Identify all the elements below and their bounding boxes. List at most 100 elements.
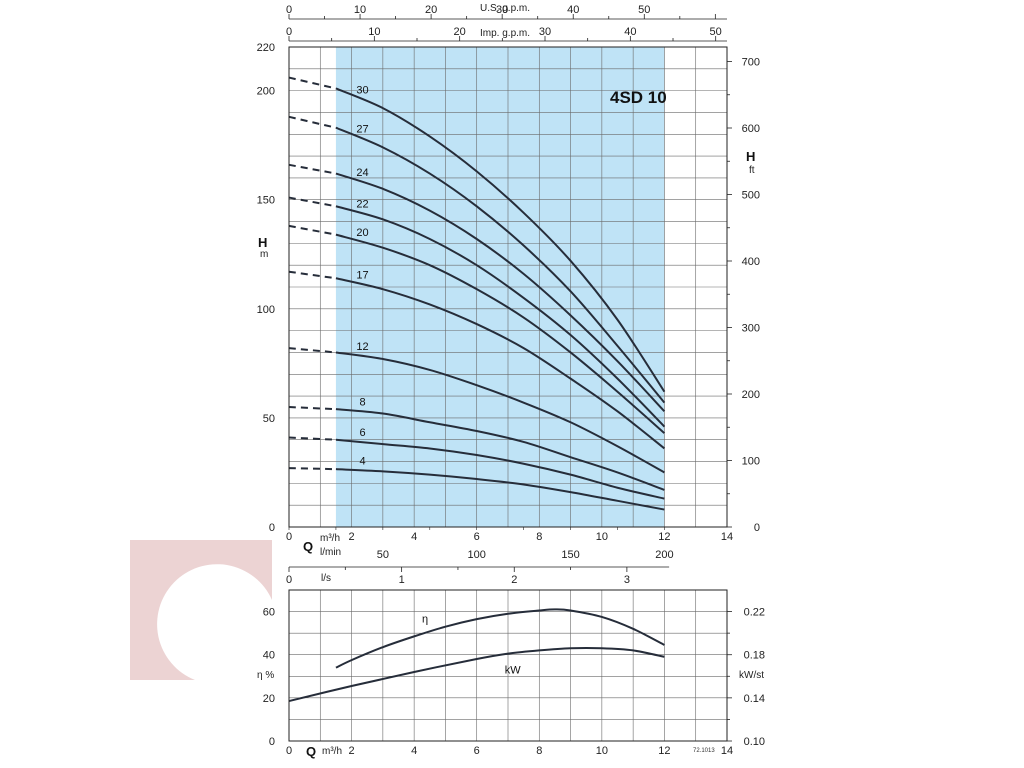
h-axis-unit-right: ft	[749, 165, 755, 176]
power-curve	[288, 646, 665, 703]
impgpm-tick-label: 40	[624, 26, 636, 38]
curve-label-27: 27	[356, 124, 368, 136]
h-axis-symbol-right: H	[746, 149, 755, 164]
impgpm-tick-label: 50	[710, 26, 722, 38]
efficiency-chart-grid	[289, 590, 727, 741]
q-axis-unit-bottom: m³/h	[322, 746, 342, 757]
ls-tick-label: 1	[399, 574, 405, 586]
kwst-tick-label: 0.18	[744, 650, 765, 662]
h-m-tick-label: 200	[257, 86, 275, 98]
q-tick-label: 6	[474, 531, 480, 543]
curve-label-4: 4	[359, 455, 365, 467]
power-curve-label: kW	[505, 665, 522, 677]
head-chart-panel: 0 2 4 6 8 10 12 1405010015020022001002003004005…	[257, 3, 760, 586]
impgpm-tick-label: 30	[539, 26, 551, 38]
efficiency-curve-labels: η kW	[422, 613, 521, 676]
efficiency-chart-panel: 0 2 4 6 8 10 12 14 0 20 40 60 0.10 0.14 0.18 0.22 η kW η…	[257, 589, 765, 759]
h-ft-tick-label: 600	[742, 123, 760, 135]
curve-label-17: 17	[356, 269, 368, 281]
eta-tick-label: 20	[263, 693, 275, 705]
kwst-axis-label: kW/st	[739, 670, 764, 681]
efficiency-chart-frame	[288, 589, 728, 742]
h-m-tick-label: 0	[269, 522, 275, 534]
q-tick-label: 14	[721, 531, 733, 543]
efficiency-curve	[335, 608, 665, 669]
h-m-tick-label: 50	[263, 413, 275, 425]
h-m-tick-label: 150	[257, 195, 275, 207]
impgpm-tick-label: 0	[286, 26, 292, 38]
curve-label-8: 8	[359, 397, 365, 409]
head-curve-20	[335, 233, 666, 434]
head-curve-27-dashed	[288, 115, 337, 129]
head-curve-6-dashed	[288, 436, 336, 441]
lmin-tick-label: 200	[655, 549, 673, 561]
curve-label-24: 24	[356, 167, 368, 179]
head-curve-8	[335, 408, 665, 491]
head-curve-12-dashed	[288, 347, 337, 354]
head-curve-12	[335, 351, 665, 474]
h-ft-tick-label: 0	[754, 522, 760, 534]
h-axis-unit-left: m	[260, 249, 268, 260]
head-curve-4	[335, 468, 665, 511]
ls-tick-label: 3	[624, 574, 630, 586]
lmin-tick-label: 150	[561, 549, 579, 561]
q-tick-label: 4	[411, 531, 417, 543]
usgpm-tick-label: 10	[354, 4, 366, 16]
kwst-tick-label: 0.22	[744, 607, 765, 619]
curve-label-20: 20	[356, 227, 368, 239]
efficiency-curves	[288, 608, 665, 703]
usgpm-tick-label: 20	[425, 4, 437, 16]
head-curve-22-dashed	[288, 196, 337, 208]
h-m-tick-label: 220	[257, 42, 275, 54]
impgpm-tick-label: 20	[454, 26, 466, 38]
h-ft-tick-label: 300	[742, 322, 760, 334]
head-curve-8-dashed	[288, 406, 336, 411]
q-tick-label: 10	[596, 531, 608, 543]
kwst-tick-label: 0.14	[744, 693, 765, 705]
q-tick-label-bottom: 12	[658, 745, 670, 757]
h-ft-tick-label: 100	[742, 455, 760, 467]
ls-axis-label: l/s	[321, 573, 331, 584]
q-tick-label: 8	[536, 531, 542, 543]
q-tick-label-bottom: 14	[721, 745, 733, 757]
h-ft-tick-label: 400	[742, 256, 760, 268]
q-tick-label-bottom: 8	[536, 745, 542, 757]
q-tick-label-bottom: 6	[474, 745, 480, 757]
efficiency-chart-ticks: 0 2 4 6 8 10 12 14 0 20 40 60 0.10 0.14 0.18 0.22	[263, 607, 765, 757]
ls-tick-label: 0	[286, 574, 292, 586]
usgpm-tick-label: 50	[638, 4, 650, 16]
efficiency-curve-label: η	[422, 613, 428, 625]
head-curve-4-dashed	[288, 467, 336, 471]
head-curve-27	[335, 126, 666, 404]
head-curve-20-dashed	[288, 224, 337, 236]
h-m-tick-label: 100	[257, 304, 275, 316]
head-curve-24-dashed	[288, 163, 337, 175]
eta-tick-label: 0	[269, 736, 275, 748]
eta-tick-label: 40	[263, 650, 275, 662]
q-axis-unit: m³/h	[320, 533, 340, 544]
impgpm-axis-label: Imp. g.p.m.	[480, 28, 530, 39]
head-curve-30	[335, 87, 666, 393]
lmin-tick-label: 100	[468, 549, 486, 561]
h-axis-symbol-left: H	[258, 235, 267, 250]
usgpm-tick-label: 30	[496, 4, 508, 16]
curve-label-30: 30	[356, 84, 368, 96]
eta-tick-label: 60	[263, 607, 275, 619]
q-tick-label: 12	[658, 531, 670, 543]
curve-label-22: 22	[356, 199, 368, 211]
h-ft-tick-label: 200	[742, 389, 760, 401]
brand-swirl-watermark-icon	[130, 540, 272, 680]
q-tick-label-bottom: 0	[286, 745, 292, 757]
h-ft-tick-label: 500	[742, 189, 760, 201]
eta-axis-label: η %	[257, 670, 274, 681]
head-chart-frame	[288, 46, 728, 528]
chart-title: 4SD 10	[610, 88, 667, 107]
head-curve-24	[335, 172, 666, 413]
head-curve-17-dashed	[288, 270, 337, 280]
head-curve-labels: 30 27 24 22 20 17 12 8 6 4	[356, 84, 368, 467]
q-tick-label-bottom: 10	[596, 745, 608, 757]
q-tick-label-bottom: 4	[411, 745, 417, 757]
head-curve-17	[335, 277, 666, 450]
curve-label-6: 6	[359, 427, 365, 439]
